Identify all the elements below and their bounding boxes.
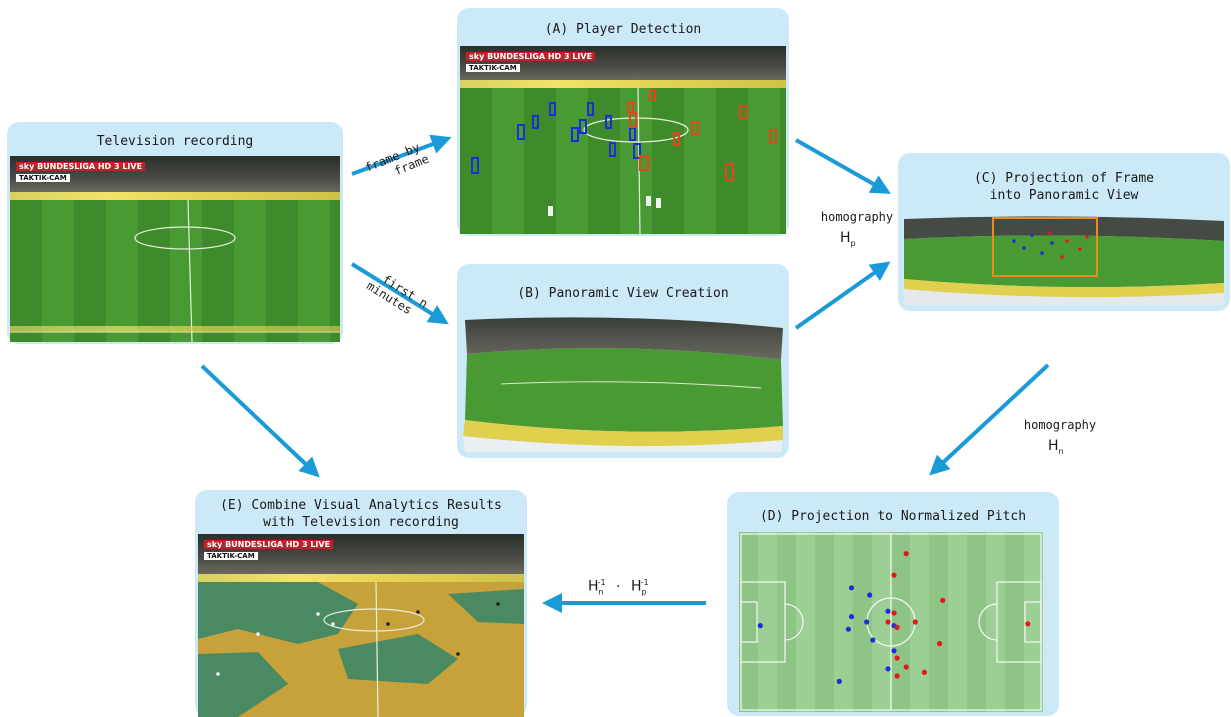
broadcast-brand: sky BUNDESLIGA HD 3 LIVE (16, 162, 146, 171)
arrow-c-to-d (929, 363, 1050, 476)
player-blue-10 (885, 666, 891, 672)
panel-title-line2: with Television recording (263, 515, 459, 530)
player-blue-1 (848, 585, 855, 591)
label-homography-p: homography (820, 210, 894, 224)
projected-frame-image (902, 213, 1226, 305)
player-red-10 (894, 673, 900, 679)
player-red-9 (903, 664, 909, 670)
player-red-1 (891, 572, 897, 578)
player-blue-2 (867, 592, 873, 598)
arrow-tv-to-b (350, 262, 449, 325)
player-red-12 (1025, 621, 1031, 627)
player-red-3 (891, 610, 897, 616)
player-blue-6 (870, 637, 876, 643)
player-detection-image: sky BUNDESLIGA HD 3 LIVE TAKTIK-CAM (460, 46, 786, 234)
broadcast-tag: TAKTIK-CAM (466, 64, 520, 72)
player-red-2 (940, 597, 946, 603)
panel-title: (B) Panoramic View Creation (517, 286, 729, 301)
panel-television-recording: Television recording sky BUNDESLIGA HD 3… (7, 122, 343, 344)
panel-normalized-pitch: (D) Projection to Normalized Pitch (727, 492, 1059, 716)
normalized-pitch-image (739, 532, 1043, 712)
player-blue-5 (864, 619, 870, 625)
tv-frame-image: sky BUNDESLIGA HD 3 LIVE TAKTIK-CAM (10, 156, 340, 342)
symbol-inverse-product: Hn-1 · Hp-1 (588, 578, 649, 597)
panel-title-line1: (E) Combine Visual Analytics Results (220, 498, 502, 513)
player-red-7 (937, 641, 943, 647)
panel-title-line2: into Panoramic View (989, 188, 1139, 203)
player-red-8 (894, 655, 900, 661)
arrow-tv-to-e (200, 364, 320, 478)
panel-title-line1: (C) Projection of Frame (973, 171, 1154, 186)
panel-panoramic-view-creation: (B) Panoramic View Creation (457, 264, 789, 458)
panoramic-view-image (461, 314, 787, 452)
panel-title: (D) Projection to Normalized Pitch (759, 509, 1027, 524)
player-blue-4 (845, 626, 851, 632)
symbol-hn: Hn (1048, 438, 1064, 456)
player-blue-3 (848, 614, 855, 620)
player-red-6 (912, 619, 918, 625)
broadcast-brand: sky BUNDESLIGA HD 3 LIVE (466, 52, 596, 61)
arrow-a-to-c (795, 138, 891, 194)
broadcast-tag: TAKTIK-CAM (204, 552, 258, 560)
panel-projection-panoramic: (C) Projection of Frame into Panoramic V… (898, 153, 1230, 311)
panel-title: (A) Player Detection (544, 22, 702, 37)
player-blue-11 (836, 678, 842, 684)
broadcast-tag: TAKTIK-CAM (16, 174, 70, 182)
panel-player-detection: (A) Player Detection sky BUNDESLIGA HD 3… (457, 8, 789, 236)
arrow-tv-to-a (351, 134, 452, 176)
panel-combine-results: (E) Combine Visual Analytics Results wit… (195, 490, 527, 717)
arrow-b-to-c (794, 261, 891, 330)
panel-title: Television recording (96, 134, 254, 149)
player-red-11 (921, 669, 927, 675)
player-blue-7 (885, 608, 891, 614)
symbol-hp: Hp (840, 230, 856, 248)
combined-overlay-image: sky BUNDESLIGA HD 3 LIVE TAKTIK-CAM (198, 534, 524, 717)
player-red-5 (894, 624, 900, 630)
player-blue-0 (757, 623, 763, 629)
player-blue-9 (891, 648, 897, 654)
label-homography-n: homography (1023, 418, 1097, 432)
broadcast-brand: sky BUNDESLIGA HD 3 LIVE (204, 540, 334, 549)
player-red-0 (903, 551, 909, 557)
player-red-4 (885, 619, 891, 625)
